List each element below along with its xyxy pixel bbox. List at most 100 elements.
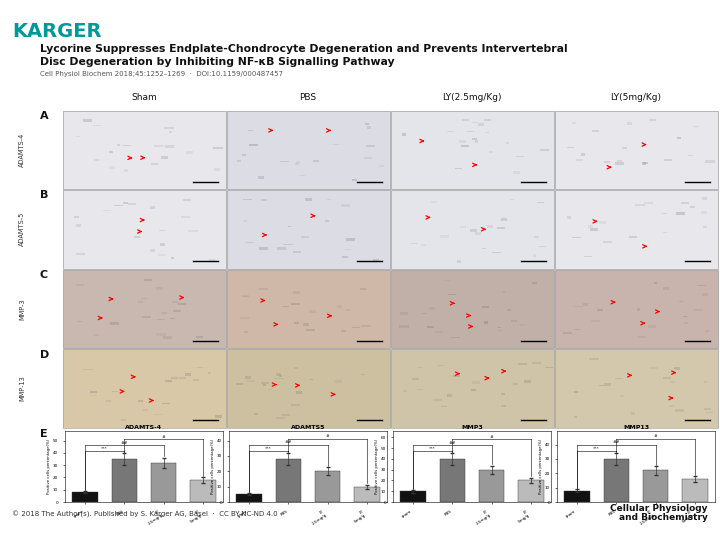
Bar — [242, 296, 249, 298]
Bar — [280, 161, 289, 162]
Bar — [472, 138, 477, 140]
Bar — [227, 111, 390, 189]
Bar — [245, 376, 251, 379]
Bar — [354, 487, 380, 502]
Bar — [346, 249, 351, 251]
Bar — [282, 414, 290, 416]
Bar — [312, 159, 320, 163]
Bar — [293, 292, 300, 294]
Bar — [150, 206, 156, 208]
Bar — [501, 393, 505, 395]
Bar — [315, 471, 341, 502]
Bar — [402, 133, 405, 137]
Bar — [616, 378, 624, 379]
Bar — [506, 141, 509, 144]
Bar — [263, 384, 266, 386]
Text: © 2018 The Author(s). Published by S. Karger AG, Basel  ·  CC BY-NC-ND 4.0: © 2018 The Author(s). Published by S. Ka… — [12, 511, 278, 518]
Bar — [520, 323, 524, 326]
Bar — [138, 301, 143, 303]
Bar — [492, 252, 501, 253]
Bar — [490, 151, 493, 153]
Bar — [444, 280, 450, 281]
Bar — [170, 318, 175, 319]
Bar — [77, 321, 82, 322]
Title: ADAMTS-4: ADAMTS-4 — [125, 425, 163, 430]
Bar — [109, 151, 113, 153]
Bar — [631, 413, 635, 415]
Bar — [94, 125, 101, 126]
Bar — [261, 199, 267, 201]
Bar — [554, 349, 718, 428]
Text: A: A — [40, 111, 49, 121]
Bar — [681, 202, 689, 204]
Bar — [366, 126, 371, 129]
Bar — [276, 373, 282, 376]
Bar — [291, 302, 300, 305]
Bar — [524, 380, 531, 383]
Text: MMP-3: MMP-3 — [19, 298, 25, 320]
Bar — [674, 367, 680, 370]
Bar — [209, 259, 215, 262]
Bar — [620, 395, 624, 397]
Bar — [227, 190, 390, 268]
Bar — [171, 257, 174, 259]
Bar — [76, 284, 84, 286]
Bar — [677, 137, 681, 139]
Bar — [428, 307, 435, 310]
Bar — [479, 470, 505, 502]
Bar — [237, 160, 241, 162]
Text: #: # — [490, 435, 493, 438]
Bar — [534, 236, 539, 238]
Bar — [227, 269, 390, 348]
Bar — [154, 414, 163, 415]
Bar — [94, 334, 99, 335]
Bar — [112, 459, 137, 502]
Bar — [478, 123, 484, 126]
Bar — [296, 391, 302, 394]
Bar — [213, 147, 223, 150]
Text: KARGER: KARGER — [12, 22, 102, 41]
Bar — [276, 459, 301, 502]
Bar — [244, 332, 248, 333]
Bar — [484, 321, 487, 324]
Bar — [706, 160, 715, 163]
Bar — [540, 149, 549, 151]
Bar — [294, 367, 298, 369]
Bar — [518, 481, 544, 502]
Bar — [617, 160, 622, 162]
Bar — [127, 203, 137, 205]
Bar — [454, 375, 460, 376]
Bar — [361, 325, 371, 327]
Bar — [574, 329, 580, 330]
Bar — [143, 316, 151, 319]
Bar — [603, 241, 612, 242]
Bar — [475, 140, 478, 143]
Bar — [236, 383, 243, 385]
Bar — [703, 226, 707, 228]
Text: Disc Degeneration by Inhibiting NF-κB Signalling Pathway: Disc Degeneration by Inhibiting NF-κB Si… — [40, 57, 395, 67]
Bar — [462, 119, 469, 122]
Bar — [279, 375, 282, 377]
Bar — [294, 322, 299, 325]
Bar — [150, 249, 155, 252]
Bar — [164, 127, 174, 129]
Title: MMP3: MMP3 — [461, 425, 483, 430]
Bar — [333, 144, 339, 145]
Bar — [472, 381, 480, 384]
Bar — [585, 255, 592, 257]
Bar — [282, 306, 289, 307]
Bar — [554, 111, 718, 189]
Bar — [246, 242, 253, 243]
Bar — [554, 190, 718, 268]
Bar — [269, 389, 272, 390]
Bar — [410, 244, 418, 245]
Bar — [291, 404, 300, 406]
Bar — [603, 459, 629, 502]
Bar — [160, 242, 165, 246]
Bar — [460, 226, 466, 228]
Bar — [694, 309, 703, 311]
Bar — [638, 336, 647, 338]
Bar — [341, 204, 351, 207]
Bar — [174, 310, 181, 312]
Bar — [663, 232, 667, 233]
